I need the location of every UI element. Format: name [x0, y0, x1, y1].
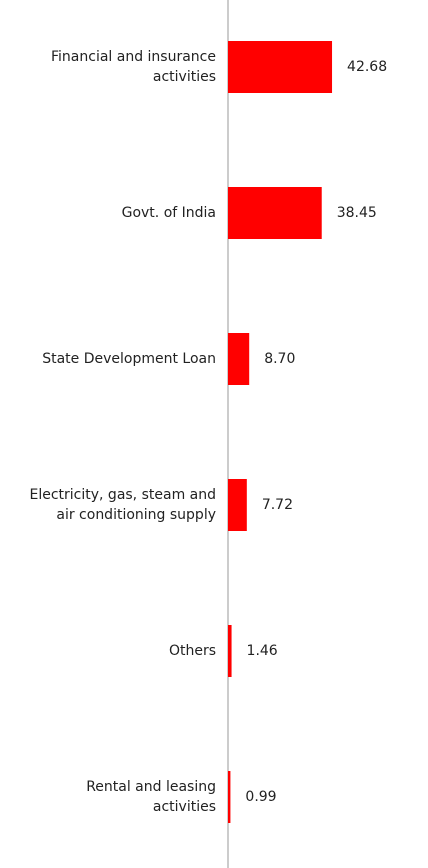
- category-label: Financial and insurance activities: [51, 49, 216, 85]
- bar: [228, 625, 232, 677]
- bar: [228, 41, 333, 93]
- category-label: Rental and leasing activities: [86, 779, 216, 815]
- bar: [228, 771, 231, 823]
- bar: [228, 187, 322, 239]
- bar: [228, 333, 250, 385]
- value-label: 7.72: [262, 497, 293, 513]
- category-label: State Development Loan: [42, 351, 216, 367]
- category-label: Govt. of India: [122, 205, 216, 221]
- value-label: 1.46: [247, 643, 278, 659]
- value-label: 42.68: [347, 59, 387, 75]
- value-label: 8.70: [264, 351, 295, 367]
- category-label: Electricity, gas, steam and air condition…: [29, 487, 216, 523]
- value-label: 38.45: [337, 205, 377, 221]
- category-label: Others: [169, 643, 216, 659]
- bar: [228, 479, 247, 531]
- value-label: 0.99: [245, 789, 276, 805]
